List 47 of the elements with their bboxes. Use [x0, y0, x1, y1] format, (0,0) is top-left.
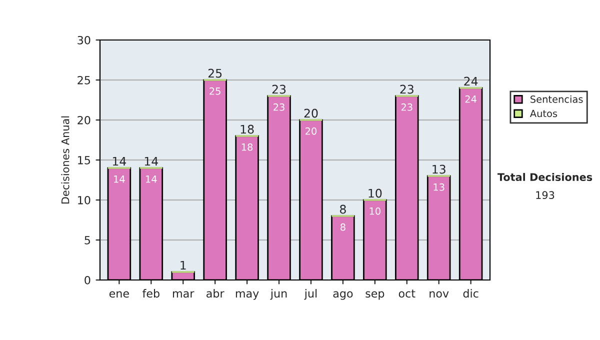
total-label: 8 — [340, 204, 346, 214]
x-tick-label: ene — [109, 291, 129, 298]
legend-label: Sentencias — [530, 95, 583, 103]
y-tick-label: 5 — [84, 236, 90, 244]
total-label: 10 — [368, 188, 382, 198]
data-label: 23 — [274, 103, 284, 111]
total-label: 13 — [432, 164, 446, 174]
x-tick-label: sep — [366, 291, 384, 300]
legend-label: Autos — [530, 110, 558, 118]
x-tick-label: dic — [463, 289, 478, 298]
x-tick-label: mar — [173, 291, 194, 298]
y-tick-label: 10 — [78, 196, 90, 204]
x-tick-label: abr — [206, 289, 224, 298]
x-tick-label: may — [236, 291, 259, 300]
total-label: 14 — [112, 156, 126, 166]
data-label: 14 — [146, 176, 157, 183]
total-label: 14 — [144, 156, 158, 166]
total-label: 18 — [240, 124, 254, 134]
x-tick-label: jun — [270, 289, 287, 300]
y-tick-label: 30 — [78, 36, 90, 44]
total-label: 23 — [272, 84, 286, 94]
data-label: 13 — [434, 183, 444, 191]
total-label: 20 — [304, 108, 318, 118]
data-label: 25 — [210, 87, 220, 95]
x-tick-label: oct — [398, 290, 416, 298]
data-label: 8 — [340, 223, 346, 231]
total-label: 1 — [180, 260, 186, 270]
y-tick-label: 20 — [78, 116, 90, 124]
text: 193 — [536, 191, 554, 200]
x-tick-label: jul — [304, 289, 317, 300]
data-label: 20 — [306, 127, 317, 135]
y-tick-label: 25 — [78, 76, 90, 84]
y-axis-title: Decisiones Anual — [61, 116, 70, 204]
data-label: 14 — [114, 176, 125, 183]
total-label: 25 — [208, 68, 222, 78]
y-tick-label: 0 — [84, 276, 90, 284]
data-label: 10 — [370, 207, 380, 215]
x-tick-label: ago — [333, 291, 353, 300]
text: Total Decisiones — [497, 172, 592, 182]
x-tick-label: nov — [430, 291, 449, 298]
data-label: 23 — [401, 103, 412, 111]
data-label: 18 — [242, 143, 253, 151]
total-label: 24 — [464, 76, 478, 86]
total-label: 23 — [400, 84, 414, 94]
y-tick-label: 15 — [78, 156, 90, 164]
x-tick-label: feb — [142, 289, 160, 298]
data-label: 24 — [465, 95, 476, 103]
